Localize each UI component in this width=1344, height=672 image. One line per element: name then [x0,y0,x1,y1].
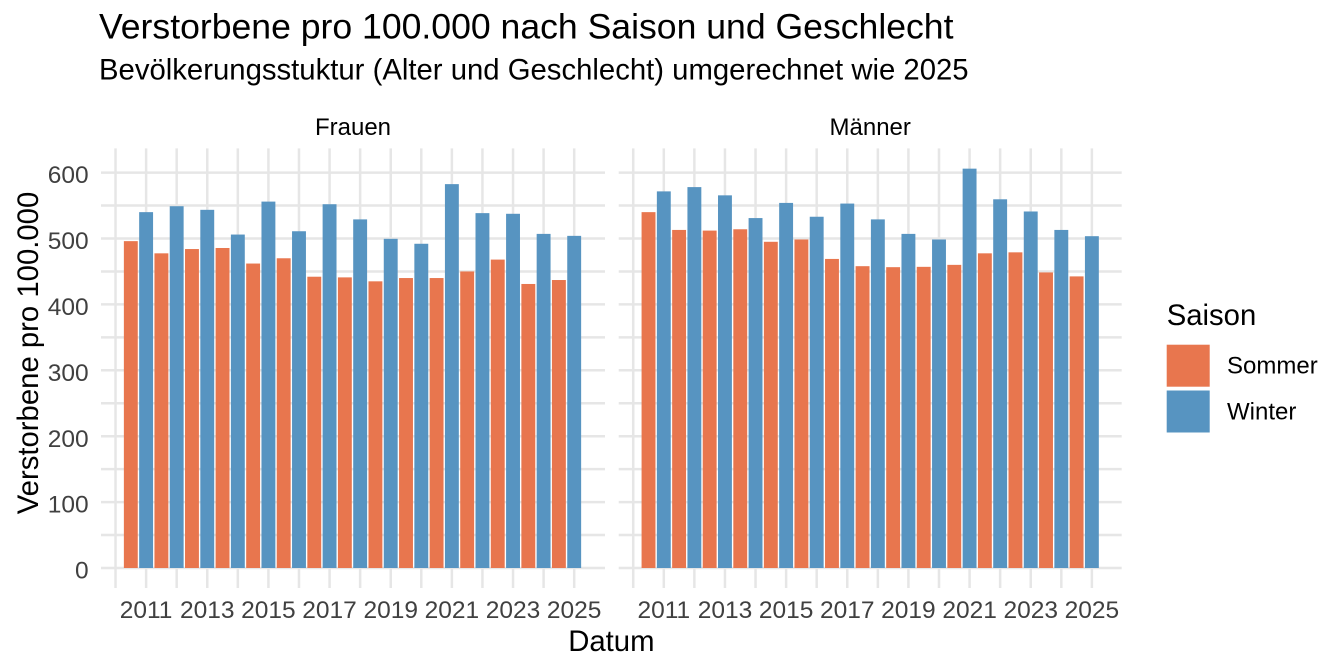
svg-text:2017: 2017 [302,597,357,624]
svg-text:0: 0 [75,558,89,585]
svg-text:2021: 2021 [942,597,997,624]
svg-text:Winter: Winter [1227,399,1296,426]
svg-text:2025: 2025 [547,597,602,624]
svg-text:2013: 2013 [180,597,235,624]
svg-text:Frauen: Frauen [315,114,391,141]
svg-text:2011: 2011 [120,597,173,624]
svg-text:2019: 2019 [363,597,418,624]
svg-text:Sommer: Sommer [1227,353,1318,380]
svg-text:2021: 2021 [425,597,480,624]
svg-text:Bevölkerungsstuktur (Alter und: Bevölkerungsstuktur (Alter und Geschlech… [99,54,969,87]
svg-text:500: 500 [48,228,89,255]
svg-text:2023: 2023 [1003,597,1058,624]
svg-text:Verstorbene pro 100.000: Verstorbene pro 100.000 [12,192,45,515]
svg-text:200: 200 [48,426,89,453]
svg-text:100: 100 [48,492,89,519]
svg-text:2013: 2013 [698,597,753,624]
svg-text:Verstorbene pro 100.000 nach S: Verstorbene pro 100.000 nach Saison und … [99,7,954,47]
svg-text:Datum: Datum [568,625,654,658]
svg-text:2023: 2023 [486,597,541,624]
svg-text:2025: 2025 [1065,597,1120,624]
svg-text:Saison: Saison [1167,299,1257,332]
svg-text:2019: 2019 [881,597,936,624]
svg-text:2017: 2017 [820,597,875,624]
svg-text:2015: 2015 [241,597,296,624]
svg-text:600: 600 [48,162,89,189]
svg-text:2015: 2015 [759,597,814,624]
svg-text:2011: 2011 [637,597,690,624]
svg-text:400: 400 [48,294,89,321]
svg-text:300: 300 [48,360,89,387]
svg-text:Männer: Männer [830,114,911,141]
